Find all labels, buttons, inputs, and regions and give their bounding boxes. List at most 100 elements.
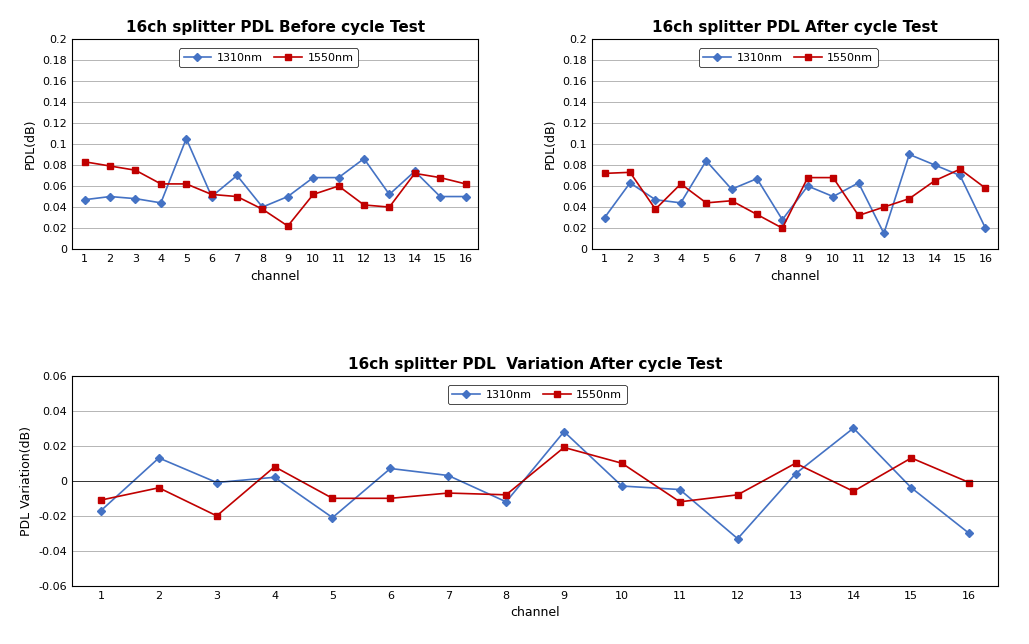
1550nm [154, 180, 167, 188]
1310nm [674, 486, 686, 493]
1550nm [152, 484, 165, 491]
1310nm [789, 470, 802, 478]
1550nm [332, 182, 345, 190]
1550nm [906, 454, 918, 462]
1310nm [802, 182, 814, 190]
Legend: 1310nm, 1550nm: 1310nm, 1550nm [699, 48, 878, 67]
Title: 16ch splitter PDL After cycle Test: 16ch splitter PDL After cycle Test [652, 20, 938, 35]
1310nm [459, 193, 471, 200]
1310nm [180, 135, 192, 142]
1550nm [358, 201, 370, 209]
1310nm [847, 424, 859, 432]
X-axis label: channel: channel [771, 270, 820, 283]
1550nm [409, 169, 421, 177]
Line: 1310nm: 1310nm [602, 151, 988, 236]
Line: 1310nm: 1310nm [98, 425, 972, 542]
1310nm [928, 161, 941, 169]
1550nm [980, 184, 992, 192]
1550nm [789, 459, 802, 467]
1550nm [776, 224, 788, 232]
1550nm [852, 212, 864, 220]
Line: 1550nm: 1550nm [98, 444, 972, 518]
1550nm [615, 459, 628, 467]
1550nm [307, 191, 319, 198]
1310nm [599, 214, 611, 222]
1310nm [358, 155, 370, 162]
1550nm [928, 177, 941, 185]
1550nm [903, 194, 916, 202]
1550nm [751, 211, 764, 218]
1550nm [180, 180, 192, 188]
1310nm [980, 224, 992, 232]
Legend: 1310nm, 1550nm: 1310nm, 1550nm [448, 385, 627, 404]
1550nm [269, 463, 281, 471]
1550nm [459, 180, 471, 188]
1310nm [963, 529, 975, 537]
1550nm [500, 491, 512, 498]
Y-axis label: PDL(dB): PDL(dB) [24, 118, 37, 169]
1550nm [649, 205, 662, 213]
1310nm [409, 167, 421, 175]
1310nm [78, 196, 91, 204]
1550nm [104, 162, 116, 170]
1310nm [852, 179, 864, 187]
1310nm [725, 185, 738, 193]
1310nm [256, 204, 269, 211]
1310nm [751, 175, 764, 182]
1310nm [152, 454, 165, 462]
1310nm [776, 216, 788, 223]
1550nm [802, 174, 814, 182]
1550nm [282, 222, 294, 230]
Y-axis label: PDL(dB): PDL(dB) [543, 118, 557, 169]
1310nm [282, 193, 294, 200]
1310nm [675, 199, 687, 207]
1550nm [700, 199, 712, 207]
1310nm [500, 498, 512, 506]
Title: 16ch splitter PDL Before cycle Test: 16ch splitter PDL Before cycle Test [126, 20, 425, 35]
1310nm [700, 157, 712, 165]
1310nm [827, 193, 840, 200]
1550nm [954, 166, 966, 173]
1550nm [256, 205, 269, 213]
1550nm [878, 204, 890, 211]
1550nm [230, 193, 243, 200]
1550nm [558, 444, 570, 451]
Legend: 1310nm, 1550nm: 1310nm, 1550nm [179, 48, 358, 67]
1310nm [269, 473, 281, 481]
1550nm [599, 169, 611, 177]
X-axis label: channel: channel [250, 270, 299, 283]
1310nm [383, 191, 395, 198]
Line: 1550nm: 1550nm [602, 166, 988, 231]
1550nm [827, 174, 840, 182]
1310nm [442, 471, 455, 479]
1310nm [906, 484, 918, 491]
1310nm [95, 507, 107, 515]
1310nm [624, 179, 636, 187]
X-axis label: channel: channel [510, 607, 560, 620]
1550nm [326, 495, 339, 502]
1550nm [624, 169, 636, 176]
1310nm [230, 172, 243, 180]
1550nm [674, 498, 686, 506]
1550nm [725, 197, 738, 205]
1310nm [434, 193, 447, 200]
1310nm [878, 229, 890, 237]
1310nm [332, 174, 345, 182]
1310nm [130, 194, 142, 202]
1550nm [847, 488, 859, 495]
1310nm [206, 193, 218, 200]
1550nm [384, 495, 396, 502]
1550nm [442, 489, 455, 497]
1310nm [903, 151, 916, 158]
1550nm [78, 158, 91, 166]
1310nm [558, 428, 570, 435]
Line: 1310nm: 1310nm [82, 136, 468, 210]
1550nm [206, 191, 218, 198]
Title: 16ch splitter PDL  Variation After cycle Test: 16ch splitter PDL Variation After cycle … [348, 357, 722, 372]
1550nm [383, 204, 395, 211]
1310nm [326, 514, 339, 522]
1310nm [384, 464, 396, 472]
1310nm [211, 478, 223, 486]
1550nm [732, 491, 744, 498]
1310nm [154, 199, 167, 207]
